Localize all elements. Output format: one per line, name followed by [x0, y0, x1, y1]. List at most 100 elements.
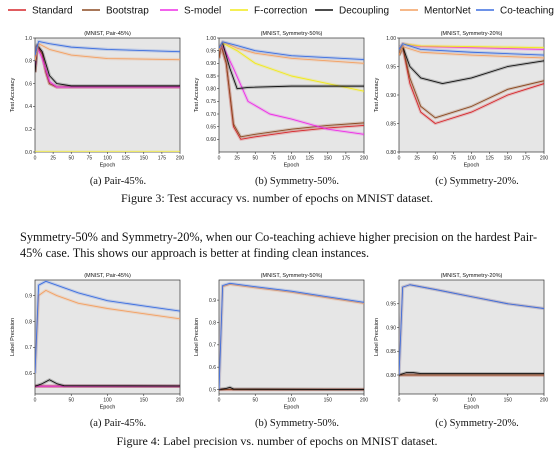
- plot-area: [218, 37, 365, 153]
- series-line-bootstrap: [219, 45, 364, 138]
- plot-area: [34, 279, 181, 395]
- legend-item-mentornet: MentorNet: [400, 6, 471, 17]
- x-tick-label: 125: [121, 156, 130, 162]
- x-tick-label: 200: [540, 156, 549, 162]
- x-tick-label: 100: [287, 156, 296, 162]
- x-axis-label: Epoch: [284, 405, 300, 411]
- legend-label-bootstrap: Bootstrap: [106, 6, 149, 17]
- y-tick-label: 0.4: [25, 104, 32, 110]
- x-tick-label: 150: [324, 156, 333, 162]
- series-line-co-teaching: [35, 280, 180, 374]
- y-tick-label: 0.95: [386, 302, 396, 308]
- chart-title: (MNIST, Pair-45%): [84, 31, 131, 37]
- x-tick-label: 200: [360, 156, 369, 162]
- y-axis-label: Test Accuracy: [194, 78, 200, 113]
- y-tick-label: 0.80: [206, 86, 216, 92]
- series-line-decoupling: [35, 379, 180, 387]
- y-tick-label: 0.85: [386, 121, 396, 127]
- x-tick-label: 50: [252, 398, 258, 404]
- y-tick-label: 0.7: [25, 345, 32, 351]
- y-tick-label: 0.85: [386, 349, 396, 355]
- y-tick-label: 0.8: [25, 59, 32, 65]
- x-tick-label: 0: [398, 398, 401, 404]
- y-tick-label: 0.90: [386, 93, 396, 99]
- x-tick-label: 50: [252, 156, 258, 162]
- x-tick-label: 75: [87, 156, 93, 162]
- x-tick-label: 200: [176, 156, 185, 162]
- figure4-caption: Figure 4: Label precision vs. number of …: [116, 434, 438, 448]
- chart-pair45-accuracy: (MNIST, Pair-45%) 0.0 0.2 0.4 0.6 0.8 1.0 0 25 50…: [8, 28, 186, 170]
- legend-label-co-teaching: Co-teaching: [500, 6, 554, 17]
- series-line-decoupling: [219, 42, 364, 90]
- legend-item-f-correction: F-correction: [230, 6, 307, 17]
- x-tick-label: 125: [305, 156, 314, 162]
- x-tick-label: 25: [234, 156, 240, 162]
- y-tick-label: 0.6: [209, 365, 216, 371]
- x-tick-label: 50: [432, 398, 438, 404]
- chart-title: (MNIST, Symmetry-20%): [441, 31, 503, 37]
- chart-sym20-precision: (MNIST, Symmetry-20%) 0.80 0.85 0.90 0.95 0 50…: [372, 270, 550, 412]
- legend-item-co-teaching: Co-teaching: [476, 6, 554, 17]
- subcaption-4c: (c) Symmetry-20%.: [435, 418, 519, 429]
- legend-label-standard: Standard: [32, 6, 73, 17]
- y-axis-label: Test Accuracy: [10, 78, 16, 113]
- x-tick-label: 200: [176, 398, 185, 404]
- legend-label-s-model: S-model: [184, 6, 221, 17]
- chart-title: (MNIST, Symmetry-50%): [261, 31, 323, 37]
- series-line-decoupling: [219, 386, 364, 390]
- x-tick-label: 150: [140, 156, 149, 162]
- series-line-bootstrap: [399, 46, 544, 119]
- x-tick-label: 100: [287, 398, 296, 404]
- x-tick-label: 0: [398, 156, 401, 162]
- subcaption-4b: (b) Symmetry-50%.: [255, 418, 339, 429]
- x-tick-label: 100: [103, 398, 112, 404]
- x-tick-label: 50: [68, 156, 74, 162]
- x-tick-label: 75: [451, 156, 457, 162]
- series-line-decoupling: [399, 372, 544, 376]
- x-tick-label: 150: [504, 398, 513, 404]
- x-tick-label: 0: [34, 398, 37, 404]
- x-tick-label: 100: [467, 156, 476, 162]
- y-tick-label: 0.8: [209, 320, 216, 326]
- y-tick-label: 0.85: [206, 74, 216, 80]
- y-tick-label: 0.6: [25, 81, 32, 87]
- series-line-decoupling: [35, 44, 180, 87]
- legend-label-decoupling: Decoupling: [339, 6, 389, 17]
- chart-title: (MNIST, Symmetry-20%): [441, 273, 503, 279]
- y-axis-label: Label Precision: [374, 318, 380, 356]
- figure3-caption: Figure 3: Test accuracy vs. number of ep…: [121, 191, 433, 205]
- chart-sym50-accuracy: (MNIST, Symmetry-50%) 0.60 0.65 0.70 0.75 0.8…: [192, 28, 370, 170]
- chart-sym50-precision: (MNIST, Symmetry-50%) 0.5 0.6 0.7 0.8 0.9 0 50 1…: [192, 270, 370, 412]
- x-tick-label: 175: [342, 156, 351, 162]
- y-tick-label: 0.9: [209, 298, 216, 304]
- y-tick-label: 0.8: [25, 319, 32, 325]
- x-axis-label: Epoch: [464, 405, 480, 411]
- x-tick-label: 25: [50, 156, 56, 162]
- chart-pair45-precision: (MNIST, Pair-45%) 0.6 0.7 0.8 0.9 0 50 100 150 20…: [8, 270, 186, 412]
- x-axis-label: Epoch: [100, 163, 116, 169]
- y-tick-label: 0.80: [386, 150, 396, 156]
- x-axis-label: Epoch: [100, 405, 116, 411]
- x-tick-label: 25: [414, 156, 420, 162]
- subcaption-3a: (a) Pair-45%.: [89, 176, 147, 187]
- x-tick-label: 50: [68, 398, 74, 404]
- y-tick-label: 0.9: [25, 293, 32, 299]
- y-tick-label: 0.95: [206, 48, 216, 54]
- subcaption-3c: (c) Symmetry-20%.: [435, 176, 519, 187]
- y-tick-label: 0.6: [25, 371, 32, 377]
- series-line-decoupling: [399, 46, 544, 85]
- y-tick-label: 0.90: [206, 61, 216, 67]
- y-axis-label: Test Accuracy: [374, 78, 380, 113]
- legend-item-s-model: S-model: [160, 6, 221, 17]
- legend-label-f-correction: F-correction: [254, 6, 307, 17]
- series-line-co-teaching: [399, 43, 544, 56]
- subcaption-4a: (a) Pair-45%.: [89, 418, 147, 429]
- legend-item-bootstrap: Bootstrap: [82, 6, 149, 17]
- series-line-co-teaching: [219, 282, 364, 390]
- y-axis-label: Label Precision: [10, 318, 16, 356]
- y-axis-label: Label Precision: [194, 318, 200, 356]
- y-tick-label: 0.7: [209, 343, 216, 349]
- y-tick-label: 1.00: [206, 36, 216, 42]
- plot-area: [34, 37, 181, 153]
- x-axis-label: Epoch: [464, 163, 480, 169]
